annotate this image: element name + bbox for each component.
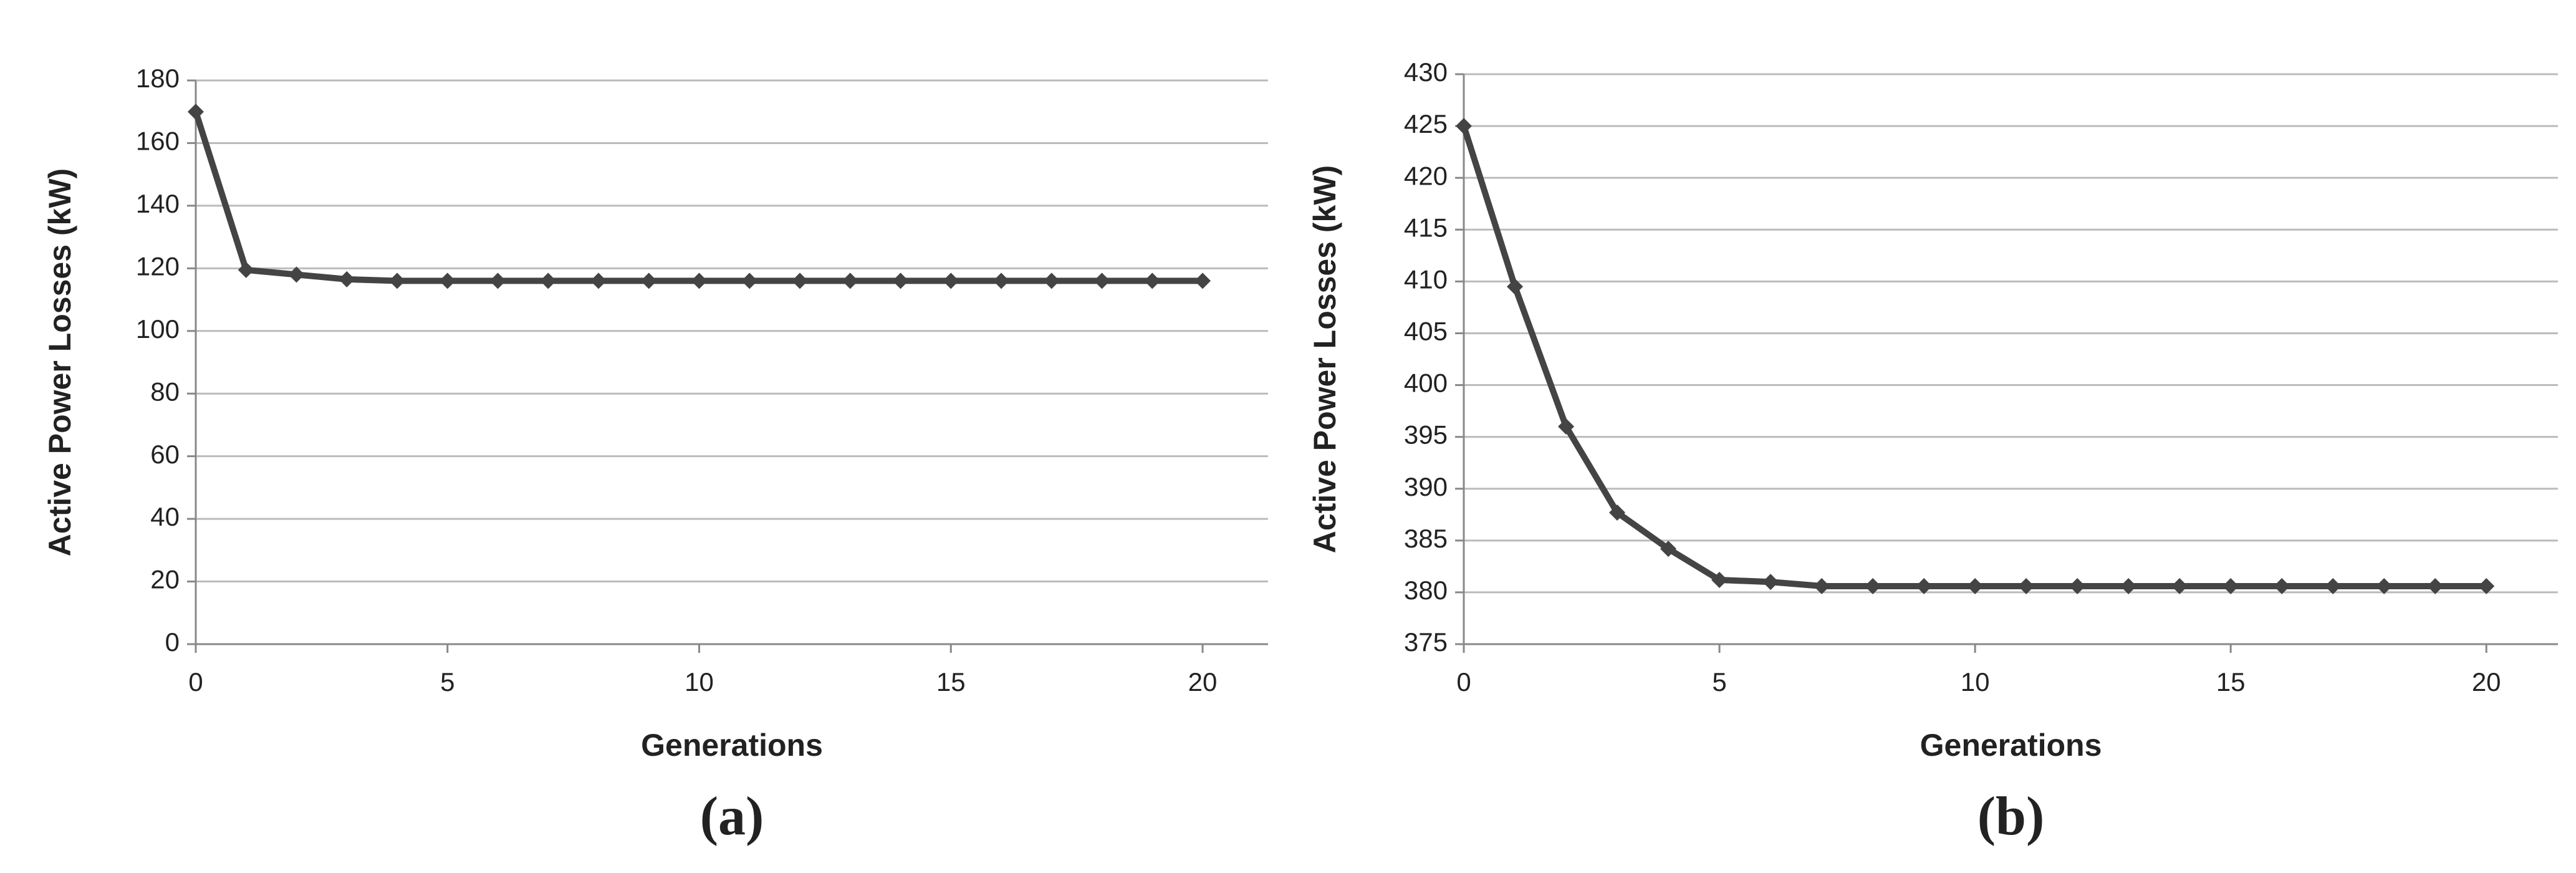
data-point — [1194, 273, 1211, 289]
y-tick-label: 380 — [1404, 576, 1448, 605]
data-point — [1762, 574, 1779, 591]
y-tick-label: 40 — [150, 502, 180, 531]
data-point — [2223, 577, 2239, 594]
data-point — [2069, 577, 2086, 594]
y-tick-label: 420 — [1404, 161, 1448, 190]
data-point — [943, 273, 959, 289]
y-tick-label: 120 — [136, 251, 180, 281]
x-tick-label: 5 — [1712, 667, 1726, 697]
caption: (a) — [700, 786, 764, 847]
data-point — [489, 273, 506, 289]
y-tick-label: 180 — [136, 64, 180, 93]
y-tick-label: 375 — [1404, 627, 1448, 657]
data-point — [2427, 577, 2444, 594]
data-point — [2376, 577, 2393, 594]
data-point — [842, 273, 858, 289]
data-point — [1660, 541, 1677, 557]
data-point — [1043, 273, 1060, 289]
y-tick-label: 80 — [150, 377, 180, 406]
y-tick-label: 160 — [136, 127, 180, 156]
y-tick-label: 400 — [1404, 369, 1448, 398]
x-tick-label: 0 — [1456, 667, 1471, 697]
data-point — [1967, 577, 1984, 594]
x-tick-label: 10 — [685, 667, 714, 697]
data-point — [2478, 577, 2495, 594]
data-point — [1558, 418, 1575, 435]
y-tick-label: 0 — [165, 627, 180, 657]
data-point — [1144, 273, 1161, 289]
data-point — [2274, 577, 2290, 594]
data-point — [792, 273, 809, 289]
data-point — [741, 273, 758, 289]
data-point — [339, 271, 355, 287]
x-axis-title: Generations — [1920, 728, 2102, 763]
x-tick-label: 10 — [1961, 667, 1990, 697]
data-point — [1093, 273, 1110, 289]
data-point — [1507, 278, 1524, 295]
y-axis-title: Active Power Losses (kW) — [1307, 165, 1342, 553]
data-point — [691, 273, 708, 289]
data-point — [540, 273, 557, 289]
y-tick-label: 100 — [136, 314, 180, 344]
data-point — [439, 273, 456, 289]
x-tick-label: 15 — [2216, 667, 2246, 697]
data-point — [640, 273, 657, 289]
data-point — [389, 273, 406, 289]
y-tick-label: 60 — [150, 440, 180, 469]
data-point — [2325, 577, 2342, 594]
caption: (b) — [1978, 786, 2045, 847]
y-tick-label: 405 — [1404, 317, 1448, 346]
data-point — [1456, 118, 1472, 135]
x-axis-title: Generations — [641, 728, 823, 763]
data-point — [288, 266, 305, 283]
x-tick-label: 20 — [1188, 667, 1218, 697]
data-point — [2120, 577, 2137, 594]
data-point — [1711, 571, 1728, 588]
data-point — [993, 273, 1010, 289]
y-tick-label: 390 — [1404, 472, 1448, 501]
y-tick-label: 20 — [150, 565, 180, 594]
data-point — [1916, 577, 1933, 594]
data-point — [2171, 577, 2188, 594]
data-point — [1814, 577, 1830, 594]
data-line — [193, 110, 1203, 284]
y-tick-label: 415 — [1404, 213, 1448, 242]
data-point — [238, 261, 254, 278]
data-point — [892, 273, 909, 289]
data-point — [1865, 577, 1882, 594]
y-axis-title: Active Power Losses (kW) — [42, 168, 77, 556]
y-tick-label: 395 — [1404, 420, 1448, 450]
x-tick-label: 5 — [440, 667, 454, 697]
x-tick-label: 0 — [188, 667, 203, 697]
y-tick-label: 430 — [1404, 57, 1448, 87]
y-tick-label: 410 — [1404, 264, 1448, 294]
x-tick-label: 15 — [936, 667, 966, 697]
y-tick-label: 425 — [1404, 109, 1448, 138]
data-point — [188, 104, 204, 120]
y-tick-label: 385 — [1404, 524, 1448, 553]
data-point — [2018, 577, 2035, 594]
y-tick-label: 140 — [136, 189, 180, 218]
x-tick-label: 20 — [2472, 667, 2501, 697]
data-point — [590, 273, 607, 289]
data-point — [1609, 504, 1626, 521]
